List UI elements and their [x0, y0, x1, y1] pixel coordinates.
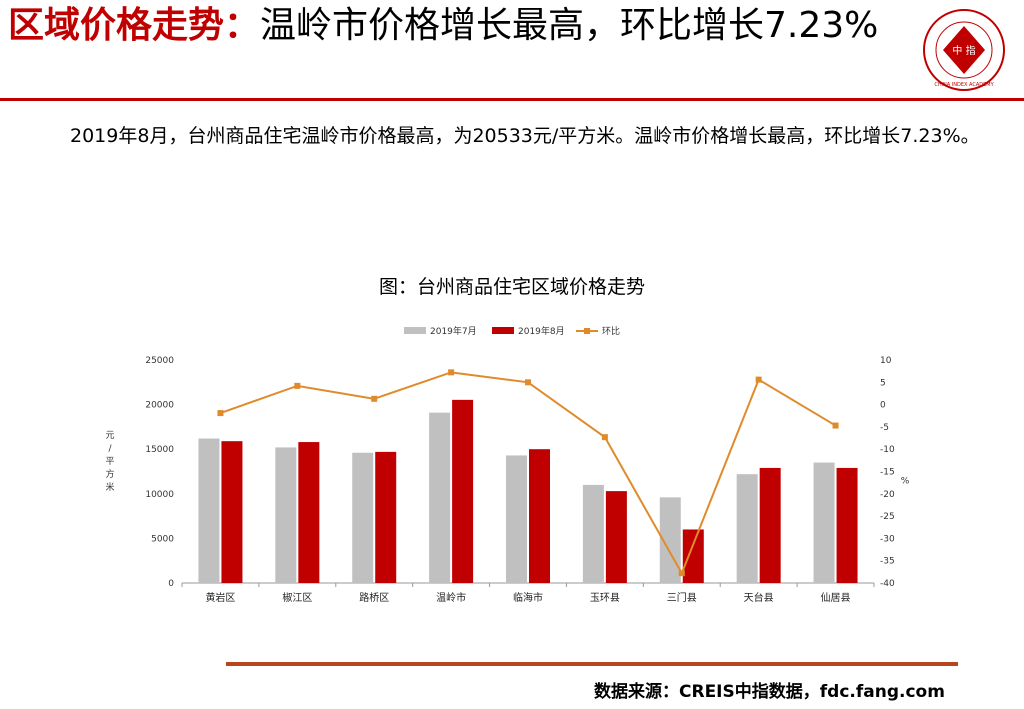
mom-point: [525, 379, 531, 386]
mom-point: [217, 410, 224, 417]
y-left-axis-label-char: 平: [105, 456, 114, 467]
bar-aug: [298, 442, 320, 583]
mom-point: [448, 369, 455, 376]
category-label: 仙居县: [821, 591, 851, 604]
footer-divider: [226, 662, 958, 666]
legend-label: 环比: [602, 325, 620, 337]
mom-point: [294, 382, 301, 389]
y-left-axis-label-char: 米: [105, 481, 114, 493]
bar-jul: [813, 462, 835, 583]
y-right-tick-label: 5: [880, 378, 886, 388]
y-right-tick-label: -5: [880, 423, 889, 433]
y-left-tick-label: 0: [168, 579, 174, 589]
legend-swatch: [404, 327, 426, 334]
mom-point: [755, 376, 762, 383]
y-right-tick-label: -20: [880, 490, 895, 500]
y-right-tick-label: -40: [880, 579, 895, 589]
y-left-tick-label: 25000: [145, 356, 174, 366]
logo-ring-text: CHINA INDEX ACADEMY: [934, 82, 994, 88]
bar-aug: [221, 441, 243, 583]
page-title: 区域价格走势：温岭市价格增长最高，环比增长7.23%: [8, 4, 908, 48]
legend-label: 2019年7月: [430, 325, 477, 337]
y-left-tick-label: 5000: [151, 534, 174, 544]
bar-jul: [582, 484, 604, 583]
chart-title: 图：台州商品住宅区域价格走势: [378, 276, 645, 298]
bar-aug: [529, 449, 550, 583]
bar-jul: [352, 452, 374, 583]
mom-point: [371, 395, 378, 402]
china-index-academy-logo: 中 指 CHINA INDEX ACADEMY: [923, 9, 1005, 91]
y-left-tick-label: 20000: [145, 401, 174, 411]
bar-aug: [452, 399, 474, 583]
bar-aug: [759, 467, 781, 583]
bar-aug: [682, 529, 704, 583]
header-divider: [0, 98, 1024, 101]
bar-aug: [836, 467, 858, 583]
bar-jul: [736, 474, 758, 583]
category-label: 温岭市: [436, 591, 466, 604]
y-right-tick-label: -15: [880, 468, 895, 478]
y-right-tick-label: -25: [880, 512, 895, 522]
y-left-axis-label-char: 元: [105, 431, 114, 441]
y-left-axis-label-char: /: [108, 444, 112, 454]
y-right-tick-label: -10: [880, 445, 895, 455]
bar-jul: [198, 438, 220, 583]
y-left-tick-label: 10000: [145, 490, 174, 500]
logo-text: 中 指: [952, 44, 975, 57]
bar-jul: [429, 412, 451, 583]
category-label: 玉环县: [590, 592, 620, 604]
y-right-tick-label: -30: [880, 534, 895, 544]
y-left-axis-label-char: 方: [105, 468, 114, 480]
y-right-tick-label: 10: [880, 356, 892, 366]
y-right-tick-label: 0: [880, 401, 886, 411]
summary-paragraph: 2019年8月，台州商品住宅温岭市价格最高，为20533元/平方米。温岭市价格增…: [70, 125, 980, 147]
legend-label: 2019年8月: [518, 325, 565, 337]
category-label: 临海市: [513, 591, 543, 604]
bar-jul: [275, 447, 297, 583]
page-title-prefix: 区域价格走势：: [8, 5, 261, 46]
y-left-tick-label: 15000: [145, 445, 174, 455]
y-right-tick-label: -35: [880, 557, 895, 567]
y-right-axis-label: %: [901, 476, 910, 486]
page-title-main: 温岭市价格增长最高，环比增长7.23%: [260, 5, 879, 46]
category-label: 黄岩区: [205, 591, 235, 604]
category-label: 路桥区: [359, 591, 389, 604]
data-source: 数据来源：CREIS中指数据，fdc.fang.com: [594, 682, 945, 702]
mom-point: [832, 422, 839, 429]
category-label: 天台县: [744, 591, 774, 604]
bar-aug: [605, 491, 627, 583]
category-label: 椒江区: [282, 591, 312, 604]
legend-marker: [584, 328, 590, 334]
mom-point: [601, 434, 608, 441]
price-trend-chart: 0 5000 10000 15000 20000 25000 10 5 0 -5 -10 -15 -20…: [105, 325, 910, 604]
category-label: 三门县: [667, 591, 697, 604]
mom-point: [678, 570, 685, 577]
legend-swatch: [492, 327, 514, 334]
bar-jul: [506, 455, 527, 583]
bar-aug: [375, 451, 397, 583]
